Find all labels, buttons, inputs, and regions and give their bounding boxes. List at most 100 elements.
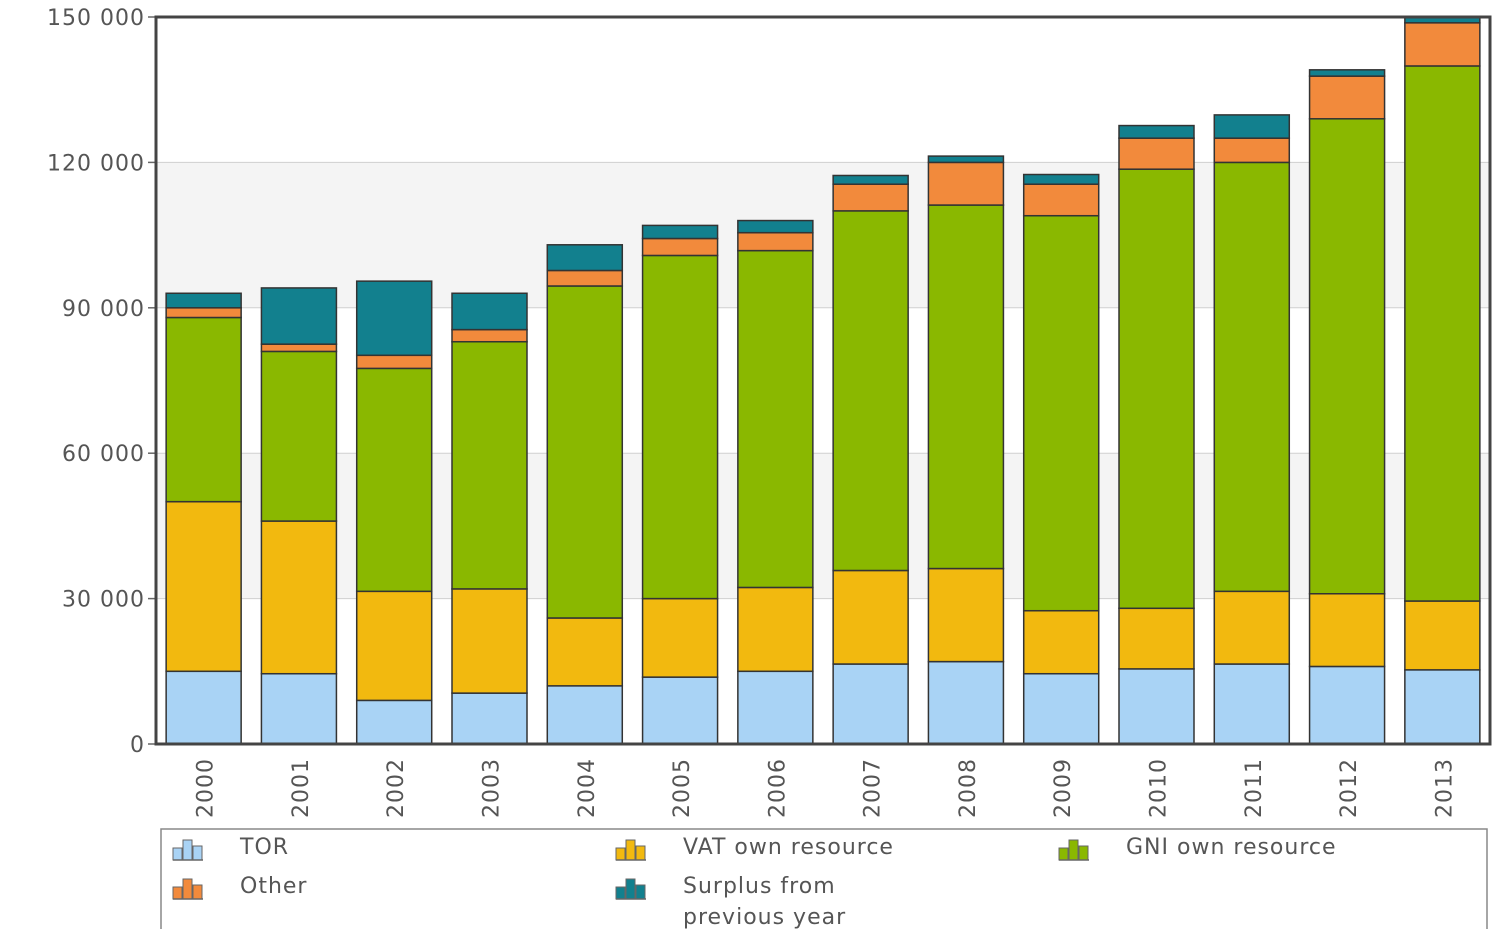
bar-segment-surplus-from-previous-year-2009[interactable] xyxy=(1022,173,1100,185)
bar-segment-gni-own-resource-2006[interactable] xyxy=(737,249,814,589)
bar-segment-gni-own-resource-2002[interactable] xyxy=(355,367,433,593)
bar-segment-gni-own-resource-2003[interactable] xyxy=(451,340,528,590)
bar-segment-gni-own-resource-2001[interactable] xyxy=(260,350,338,522)
bar-segment-vat-own-resource-2001[interactable] xyxy=(260,520,338,675)
bar-segment-vat-own-resource-2006[interactable] xyxy=(737,586,814,673)
bar-segment-gni-own-resource-2009[interactable] xyxy=(1022,214,1100,612)
bar-segment-tor-2011[interactable] xyxy=(1213,663,1291,745)
bar-stack-2004[interactable] xyxy=(546,244,624,745)
bar-stack-2003[interactable] xyxy=(451,292,528,745)
bar-segment-gni-own-resource-2012[interactable] xyxy=(1308,118,1386,595)
bar-segment-vat-own-resource-2000[interactable] xyxy=(165,500,242,673)
bar-segment-surplus-from-previous-year-2000[interactable] xyxy=(165,292,242,309)
bar-segment-vat-own-resource-2008[interactable] xyxy=(927,567,1005,663)
bar-segment-other-2008[interactable] xyxy=(927,161,1005,206)
bar-segment-tor-2007[interactable] xyxy=(832,663,909,745)
legend-item-tor[interactable]: TOR xyxy=(172,835,289,861)
bar-segment-other-2003[interactable] xyxy=(451,328,528,343)
bar-stack-2009[interactable] xyxy=(1022,173,1100,745)
icon-bar xyxy=(192,884,203,900)
bar-segment-other-2004[interactable] xyxy=(546,269,624,287)
bar-segment-gni-own-resource-2010[interactable] xyxy=(1118,168,1195,610)
bar-segment-vat-own-resource-2013[interactable] xyxy=(1404,600,1481,671)
bar-segment-other-2006[interactable] xyxy=(737,231,814,252)
legend-item-surplus[interactable]: Surplus from previous year xyxy=(615,874,846,929)
bar-segment-vat-own-resource-2002[interactable] xyxy=(355,590,433,702)
bar-segment-other-2012[interactable] xyxy=(1308,75,1386,120)
legend-label-surplus: Surplus from xyxy=(683,874,836,899)
bar-segment-tor-2001[interactable] xyxy=(260,672,338,745)
x-tick-label: 2008 xyxy=(956,758,981,818)
bar-stack-2012[interactable] xyxy=(1308,69,1386,745)
bar-segment-tor-2003[interactable] xyxy=(451,692,528,745)
bar-segment-vat-own-resource-2011[interactable] xyxy=(1213,590,1291,665)
bar-segment-vat-own-resource-2007[interactable] xyxy=(832,569,909,665)
bar-segment-tor-2008[interactable] xyxy=(927,660,1005,745)
x-tick-label: 2007 xyxy=(861,758,886,818)
bar-segment-surplus-from-previous-year-2002[interactable] xyxy=(355,280,433,357)
bar-segment-surplus-from-previous-year-2010[interactable] xyxy=(1118,124,1195,139)
bar-segment-surplus-from-previous-year-2011[interactable] xyxy=(1213,114,1291,139)
bar-segment-surplus-from-previous-year-2008[interactable] xyxy=(927,155,1005,164)
x-tick-label: 2012 xyxy=(1337,758,1362,818)
bar-segment-gni-own-resource-2004[interactable] xyxy=(546,285,624,619)
bar-segment-other-2002[interactable] xyxy=(355,354,433,370)
bar-segment-vat-own-resource-2010[interactable] xyxy=(1118,607,1195,670)
x-tick-label: 2004 xyxy=(575,758,600,818)
bar-stack-2005[interactable] xyxy=(641,224,719,745)
bar-segment-surplus-from-previous-year-2006[interactable] xyxy=(737,219,814,234)
bar-segment-tor-2010[interactable] xyxy=(1118,668,1195,745)
bar-stack-2006[interactable] xyxy=(737,219,814,745)
bar-segment-surplus-from-previous-year-2007[interactable] xyxy=(832,174,909,185)
bar-segment-tor-2000[interactable] xyxy=(165,670,242,745)
bar-segment-other-2005[interactable] xyxy=(641,237,719,257)
bar-segment-other-2007[interactable] xyxy=(832,183,909,212)
bar-segment-gni-own-resource-2007[interactable] xyxy=(832,210,909,572)
bar-segment-other-2013[interactable] xyxy=(1404,22,1481,67)
bar-segment-other-2001[interactable] xyxy=(260,343,338,353)
bar-segment-gni-own-resource-2005[interactable] xyxy=(641,254,719,600)
bar-chart-icon xyxy=(615,878,646,900)
bar-stack-2008[interactable] xyxy=(927,155,1005,745)
bar-stack-2002[interactable] xyxy=(355,280,433,745)
bar-stack-2013[interactable] xyxy=(1404,16,1481,745)
bar-segment-vat-own-resource-2003[interactable] xyxy=(451,588,528,694)
bar-segment-gni-own-resource-2011[interactable] xyxy=(1213,161,1291,593)
bar-segment-gni-own-resource-2008[interactable] xyxy=(927,204,1005,570)
legend-item-gni[interactable]: GNI own resource xyxy=(1058,835,1337,861)
bar-segment-surplus-from-previous-year-2001[interactable] xyxy=(260,287,338,345)
plot-frame xyxy=(154,15,1492,746)
bar-segment-gni-own-resource-2000[interactable] xyxy=(165,316,242,503)
bar-segment-vat-own-resource-2004[interactable] xyxy=(546,617,624,687)
bar-segment-surplus-from-previous-year-2005[interactable] xyxy=(641,224,719,240)
legend-item-other[interactable]: Other xyxy=(172,874,307,900)
bar-segment-other-2000[interactable] xyxy=(165,307,242,319)
bar-segment-tor-2006[interactable] xyxy=(737,670,814,745)
bar-stack-2007[interactable] xyxy=(832,174,909,745)
bar-segment-other-2011[interactable] xyxy=(1213,137,1291,164)
bar-segment-tor-2013[interactable] xyxy=(1404,669,1481,745)
bar-stack-2001[interactable] xyxy=(260,287,338,745)
bar-segment-other-2010[interactable] xyxy=(1118,137,1195,170)
bar-segment-tor-2004[interactable] xyxy=(546,685,624,745)
icon-bar xyxy=(1068,839,1079,861)
y-axis-ticks: 0 30 000 60 000 90 000 120 000 150 000 xyxy=(47,6,156,758)
x-axis-ticks: 2000 2001 2002 2003 2004 2005 2006 2007 2008 2009… xyxy=(194,758,1458,818)
bar-stack-2011[interactable] xyxy=(1213,114,1291,745)
legend-item-vat[interactable]: VAT own resource xyxy=(615,835,894,861)
bar-stack-2000[interactable] xyxy=(165,292,242,745)
icon-bar xyxy=(1058,847,1069,861)
bar-segment-tor-2005[interactable] xyxy=(641,676,719,745)
bar-segment-vat-own-resource-2005[interactable] xyxy=(641,597,719,678)
bar-segment-surplus-from-previous-year-2003[interactable] xyxy=(451,292,528,331)
bar-segment-tor-2012[interactable] xyxy=(1308,665,1386,745)
bar-segment-vat-own-resource-2012[interactable] xyxy=(1308,593,1386,668)
bar-segment-other-2009[interactable] xyxy=(1022,183,1100,217)
bar-stack-2010[interactable] xyxy=(1118,124,1195,745)
bar-segment-tor-2009[interactable] xyxy=(1022,672,1100,745)
bar-segment-surplus-from-previous-year-2012[interactable] xyxy=(1308,69,1386,77)
bar-segment-surplus-from-previous-year-2004[interactable] xyxy=(546,244,624,272)
bar-segment-tor-2002[interactable] xyxy=(355,699,433,745)
bar-segment-gni-own-resource-2013[interactable] xyxy=(1404,65,1481,602)
bar-segment-vat-own-resource-2009[interactable] xyxy=(1022,609,1100,675)
